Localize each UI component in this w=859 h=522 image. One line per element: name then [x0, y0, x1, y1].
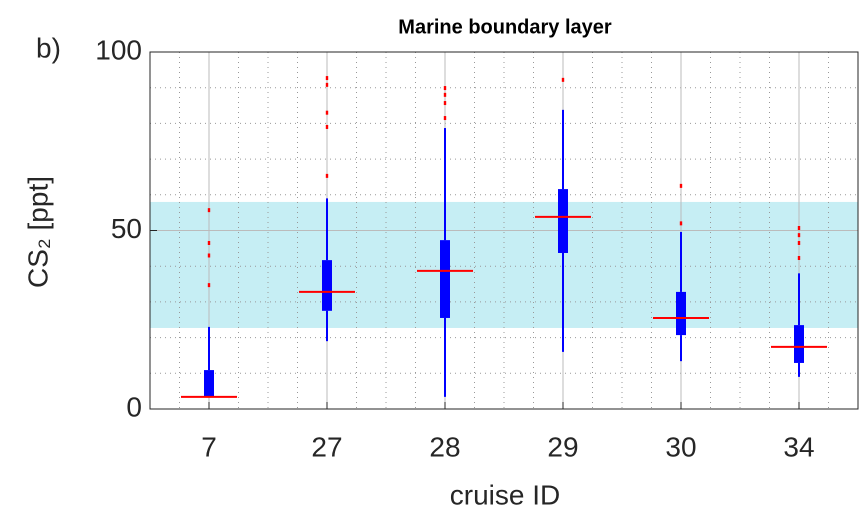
y-axis-label: CS₂ [ppt] [22, 176, 53, 288]
box [794, 325, 804, 363]
outlier [325, 82, 329, 87]
x-tick-label: 29 [547, 431, 578, 462]
outlier [207, 208, 211, 213]
y-tick-label: 0 [126, 391, 142, 422]
y-tick-label: 50 [111, 213, 142, 244]
outlier [443, 92, 447, 97]
panel-label: b) [36, 32, 61, 63]
outlier [207, 283, 211, 288]
x-tick-label: 7 [201, 431, 217, 462]
x-tick-label: 27 [311, 431, 342, 462]
x-tick-label: 28 [429, 431, 460, 462]
chart-title: Marine boundary layer [398, 16, 612, 38]
outlier [443, 116, 447, 121]
outlier [797, 255, 801, 260]
outlier [325, 110, 329, 115]
box [204, 370, 214, 397]
box [440, 240, 450, 318]
outlier [443, 101, 447, 106]
shaded-range [150, 201, 858, 328]
x-tick-label: 34 [783, 431, 814, 462]
outlier [325, 124, 329, 129]
x-axis-label: cruise ID [450, 479, 560, 510]
outlier [207, 240, 211, 245]
outlier [561, 77, 565, 82]
box [322, 260, 332, 311]
outlier [797, 240, 801, 245]
outlier [679, 221, 683, 226]
outlier [325, 76, 329, 81]
plot-frame [149, 51, 859, 410]
outlier [797, 233, 801, 238]
outlier [207, 253, 211, 258]
outlier [325, 173, 329, 178]
outlier [443, 86, 447, 91]
box [558, 189, 568, 253]
x-tick-label: 30 [665, 431, 696, 462]
outlier [797, 226, 801, 231]
y-tick-label: 100 [95, 34, 142, 65]
box [676, 291, 686, 336]
outlier [679, 183, 683, 188]
